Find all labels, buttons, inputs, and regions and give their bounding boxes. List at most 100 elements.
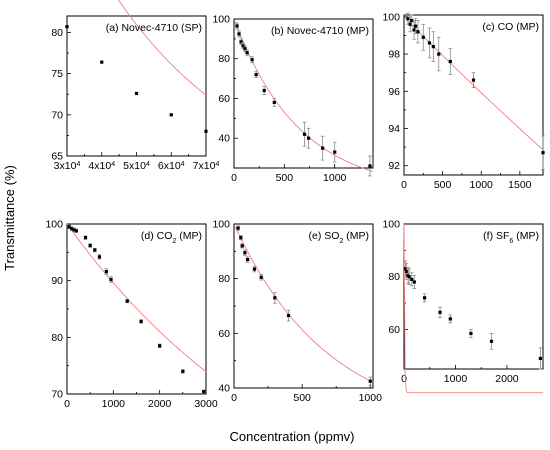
- data-point: [252, 267, 257, 271]
- data-point: [139, 319, 143, 324]
- x-tick-label: 0: [401, 179, 407, 191]
- fit-curve: [66, 223, 207, 373]
- data-point: [368, 164, 372, 168]
- x-tick-label: 7x104: [193, 160, 220, 172]
- x-tick-label: 4x104: [88, 160, 115, 172]
- data-point: [250, 58, 254, 62]
- text-part: 3x10: [54, 160, 77, 172]
- data-point: [236, 226, 240, 230]
- data-point: [65, 25, 69, 29]
- panel-4: 0 1000 2000 3000 70 80 90 100 (d) CO2 (MP): [45, 219, 217, 411]
- plot-frame: [233, 223, 374, 389]
- panel-title: (c) CO (MP): [482, 21, 539, 33]
- x-tick-label: 1000: [359, 392, 383, 404]
- text-part: 5x10: [123, 160, 146, 172]
- panel-3: 0 500 1000 1500 92 94 96 98 100 (c) CO (MP): [382, 11, 545, 191]
- data-point: [88, 243, 92, 248]
- text-part: 2: [172, 238, 176, 245]
- y-tick-label: 40: [218, 133, 230, 145]
- data-point: [109, 277, 113, 282]
- x-tick-label: 1000: [470, 179, 494, 191]
- fit-curve: [234, 21, 374, 172]
- data-point: [97, 255, 102, 259]
- data-point: [333, 150, 337, 154]
- data-point: [406, 17, 410, 21]
- data-point: [448, 59, 452, 64]
- data-point: [321, 146, 325, 150]
- data-point: [74, 229, 78, 233]
- fit-curve: [405, 18, 544, 151]
- plot-frame: [233, 18, 374, 169]
- plot-frame: [403, 14, 544, 176]
- data-point: [272, 100, 276, 105]
- panel-title: (b) Novec-4710 (MP): [271, 25, 369, 37]
- data-point: [404, 269, 409, 274]
- data-point: [125, 299, 129, 303]
- plot-frame: [403, 223, 544, 370]
- data-point: [245, 51, 249, 55]
- x-tick-label: 1000: [323, 172, 347, 184]
- fit-curve: [118, 0, 207, 96]
- y-tick-label: 70: [51, 109, 63, 121]
- plot-frame: [66, 15, 207, 157]
- text-part: 4: [146, 161, 150, 168]
- y-tick-label: 80: [388, 271, 400, 283]
- text-part: (f) SF: [483, 230, 509, 242]
- panel-5: 0 500 1000 40 60 80 100 (e) SO2 (MP): [212, 219, 382, 405]
- x-tick-label: 3x104: [54, 160, 81, 172]
- x-tick-label: 1000: [444, 373, 468, 385]
- text-part: 4: [181, 161, 185, 168]
- data-point: [407, 275, 411, 279]
- data-point: [416, 30, 420, 34]
- data-point: [239, 236, 243, 240]
- data-point: [262, 88, 266, 93]
- y-tick-label: 80: [51, 332, 63, 344]
- text-part: 6x10: [158, 160, 181, 172]
- data-point: [412, 28, 416, 32]
- y-tick-label: 100: [382, 11, 400, 23]
- data-point: [408, 22, 412, 26]
- data-point: [237, 32, 241, 36]
- data-point: [181, 369, 185, 373]
- y-tick-label: 80: [218, 53, 230, 65]
- panel-title: (e) SO2 (MP): [309, 230, 370, 245]
- data-point: [204, 129, 208, 133]
- data-point: [100, 60, 104, 64]
- y-axis-title: Transmittance (%): [2, 165, 17, 271]
- y-tick-label: 90: [51, 275, 63, 287]
- data-point: [427, 41, 432, 45]
- x-tick-label: 500: [434, 179, 452, 191]
- data-point: [254, 73, 258, 77]
- y-tick-label: 60: [388, 324, 400, 336]
- data-point: [368, 379, 372, 383]
- data-point: [273, 296, 277, 300]
- data-point: [410, 277, 414, 281]
- data-point: [302, 132, 307, 136]
- data-point: [246, 257, 250, 262]
- panel-6: 0 1000 2000 60 80 100 (f) SF6 (MP): [382, 219, 544, 394]
- data-point: [104, 270, 108, 274]
- text-part: 4: [215, 161, 219, 168]
- data-point: [83, 236, 88, 240]
- y-tick-label: 100: [212, 14, 230, 26]
- x-tick-label: 0: [231, 392, 237, 404]
- data-point: [243, 47, 247, 51]
- text-part: (MP): [176, 230, 202, 242]
- fit-curve: [234, 226, 371, 382]
- data-point: [93, 248, 97, 252]
- y-tick-label: 94: [388, 123, 400, 135]
- x-tick-label: 5x104: [123, 160, 150, 172]
- text-part: (e) SO: [309, 230, 340, 242]
- panel-2: 0 500 1000 40 60 80 100 (b) Novec-4710 (MP): [212, 14, 374, 184]
- y-tick-label: 98: [388, 49, 400, 61]
- y-tick-label: 75: [51, 68, 63, 80]
- y-tick-label: 80: [218, 273, 230, 285]
- data-point: [235, 24, 239, 28]
- data-point: [403, 267, 408, 271]
- x-tick-label: 6x104: [158, 160, 185, 172]
- text-part: 4: [76, 161, 80, 168]
- data-point: [422, 296, 427, 300]
- text-part: (d) CO: [141, 230, 173, 242]
- text-part: (MP): [513, 230, 539, 242]
